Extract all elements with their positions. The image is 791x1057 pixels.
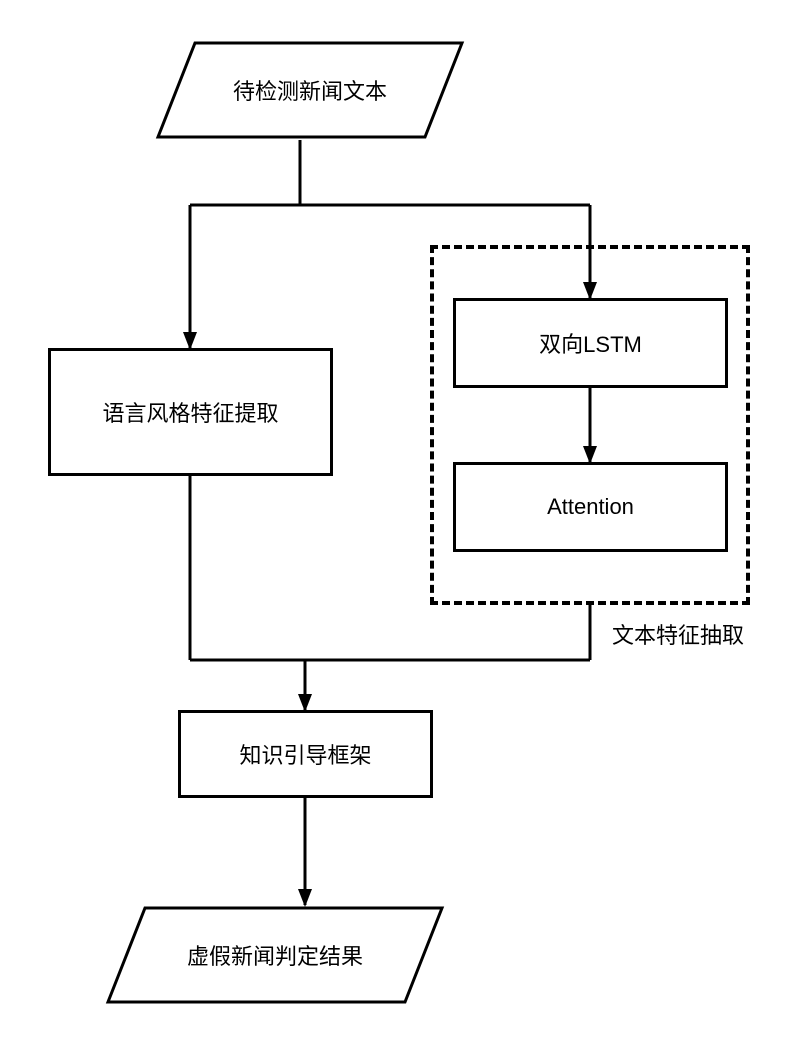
input-label: 待检测新闻文本 (233, 74, 387, 106)
framework-node: 知识引导框架 (178, 710, 433, 798)
style-feature-label: 语言风格特征提取 (102, 396, 278, 428)
bilstm-label: 双向LSTM (539, 327, 642, 359)
framework-label: 知识引导框架 (239, 738, 371, 770)
output-node: 虚假新闻判定结果 (105, 905, 445, 1005)
style-feature-node: 语言风格特征提取 (48, 348, 333, 476)
attention-node: Attention (453, 462, 728, 552)
text-feature-group-label: 文本特征抽取 (612, 618, 744, 650)
bilstm-node: 双向LSTM (453, 298, 728, 388)
output-label: 虚假新闻判定结果 (187, 939, 363, 971)
attention-label: Attention (547, 494, 634, 520)
input-node: 待检测新闻文本 (155, 40, 465, 140)
